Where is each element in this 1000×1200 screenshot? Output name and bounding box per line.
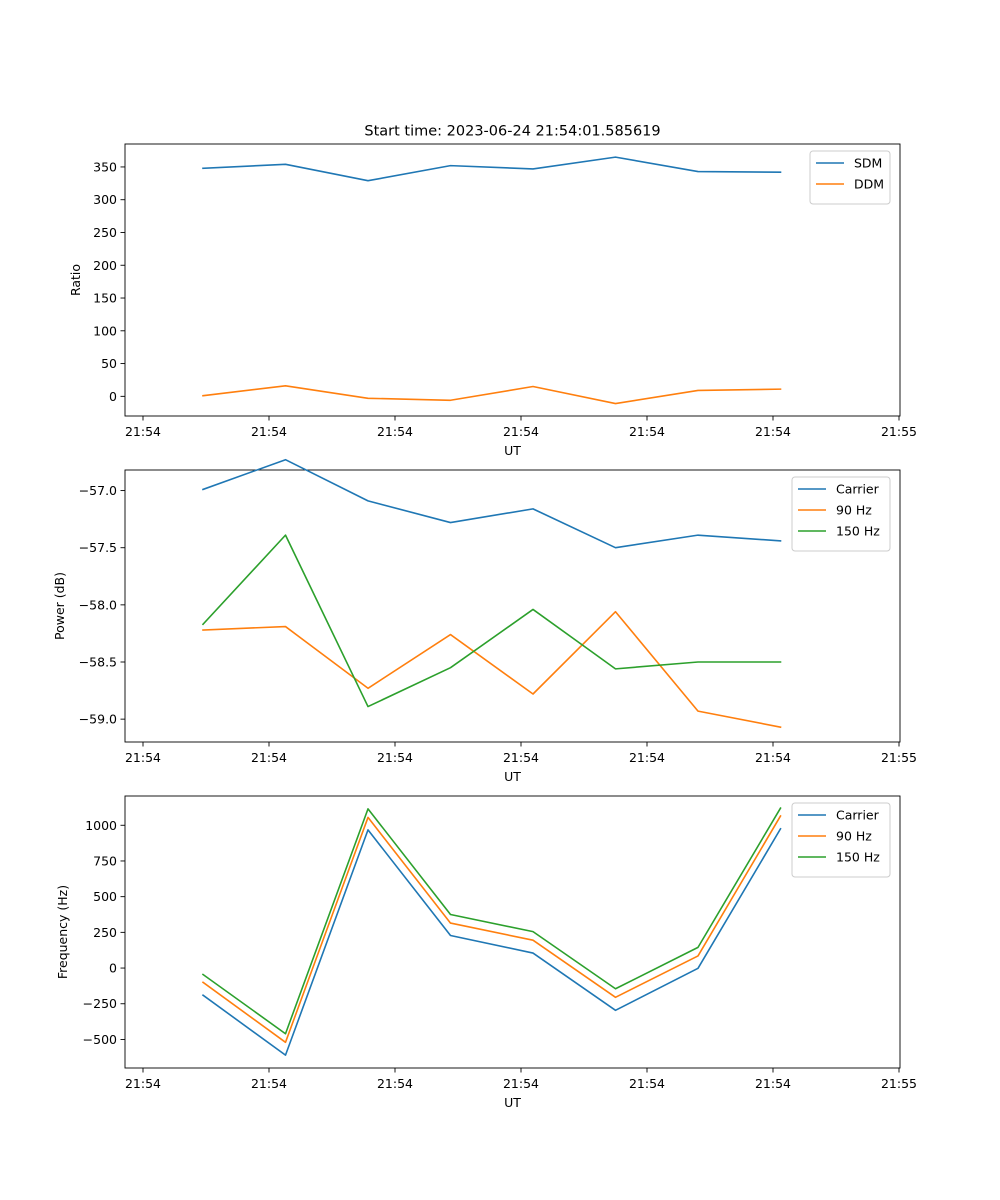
power-legend-label-150-hz: 150 Hz	[836, 524, 880, 539]
power-y-tick-label: −57.5	[79, 540, 117, 555]
figure-title: Start time: 2023-06-24 21:54:01.585619	[364, 124, 660, 140]
power-legend-label-90-hz: 90 Hz	[836, 503, 872, 518]
ratio-y-tick-label: 300	[93, 192, 117, 207]
frequency-legend	[791, 802, 891, 878]
power-legend	[791, 476, 891, 552]
ratio-y-tick-label: 150	[93, 291, 117, 306]
ratio-y-tick-label: 350	[93, 159, 117, 174]
frequency-plot-area	[124, 795, 901, 1069]
frequency-y-tick-label: 500	[93, 889, 117, 904]
frequency-y-tick-label: 0	[109, 961, 117, 976]
power-panel: 21:54 21:54 21:54 21:54 21:54 21:54 21:55 UT −57…	[52, 458, 917, 784]
ratio-plot-area	[124, 143, 901, 417]
frequency-x-tick-label: 21:54	[755, 1076, 791, 1091]
power-y-tick-label: −57.0	[79, 483, 117, 498]
power-x-axis-label: UT	[504, 769, 521, 784]
frequency-legend-label-150-hz: 150 Hz	[836, 850, 880, 865]
power-y-tick-label: −58.0	[79, 597, 117, 612]
power-x-tick-label: 21:54	[503, 750, 539, 765]
ratio-legend	[809, 150, 891, 205]
ratio-x-tick-label: 21:54	[125, 424, 161, 439]
ratio-y-axis-label: Ratio	[68, 264, 83, 296]
power-x-tick-label: 21:54	[377, 750, 413, 765]
ratio-x-axis-label: UT	[504, 443, 521, 458]
ratio-legend-label-sdm: SDM	[854, 156, 882, 171]
frequency-legend-label-carrier: Carrier	[836, 808, 880, 823]
ratio-y-tick-label: 0	[109, 389, 117, 404]
ratio-x-tick-label: 21:54	[629, 424, 665, 439]
frequency-x-tick-label: 21:54	[251, 1076, 287, 1091]
power-x-tick-label: 21:54	[251, 750, 287, 765]
frequency-x-tick-label: 21:54	[503, 1076, 539, 1091]
ratio-y-tick-label: 50	[101, 356, 117, 371]
frequency-y-tick-label: 250	[93, 925, 117, 940]
power-x-tick-label: 21:54	[629, 750, 665, 765]
frequency-x-tick-label: 21:55	[881, 1076, 917, 1091]
ratio-y-tick-label: 100	[93, 323, 117, 338]
frequency-y-tick-label: 1000	[85, 818, 117, 833]
power-plot-area	[124, 469, 901, 743]
ratio-series-ddm-line	[202, 385, 782, 405]
ratio-y-tick-label: 250	[93, 225, 117, 240]
frequency-y-tick-label: 750	[93, 853, 117, 868]
power-x-tick-label: 21:55	[881, 750, 917, 765]
ratio-x-tick-label: 21:54	[251, 424, 287, 439]
power-y-tick-label: −59.0	[79, 712, 117, 727]
frequency-x-axis-label: UT	[504, 1095, 521, 1110]
frequency-series-150-hz-line	[201, 807, 782, 1035]
frequency-x-tick-label: 21:54	[125, 1076, 161, 1091]
ratio-x-tick-label: 21:54	[377, 424, 413, 439]
ratio-series-sdm-line	[202, 156, 782, 182]
power-y-axis-label: Power (dB)	[52, 572, 67, 640]
power-legend-label-carrier: Carrier	[836, 482, 880, 497]
frequency-y-tick-label: −250	[83, 996, 117, 1011]
frequency-x-tick-label: 21:54	[629, 1076, 665, 1091]
power-series-carrier-line	[201, 458, 782, 549]
ratio-legend-label-ddm: DDM	[854, 177, 884, 192]
frequency-series-carrier-line	[201, 827, 782, 1056]
frequency-y-tick-label: −500	[83, 1032, 117, 1047]
frequency-y-axis-label: Frequency (Hz)	[55, 885, 70, 979]
power-y-tick-label: −58.5	[79, 655, 117, 670]
frequency-panel: 21:54 21:54 21:54 21:54 21:54 21:54 21:55 UT −50…	[55, 795, 917, 1110]
power-series-90-hz-line	[202, 610, 782, 729]
ratio-panel: 21:54 21:54 21:54 21:54 21:54 21:54 21:55 UT 0 50…	[68, 143, 917, 458]
ratio-x-tick-label: 21:55	[881, 424, 917, 439]
frequency-x-tick-label: 21:54	[377, 1076, 413, 1091]
frequency-legend-label-90-hz: 90 Hz	[836, 829, 872, 844]
ratio-x-tick-label: 21:54	[755, 424, 791, 439]
frequency-series-90-hz-line	[201, 814, 782, 1044]
power-x-tick-label: 21:54	[125, 750, 161, 765]
power-series-150-hz-line	[201, 534, 782, 708]
ratio-y-tick-label: 200	[93, 258, 117, 273]
power-x-tick-label: 21:54	[755, 750, 791, 765]
ratio-x-tick-label: 21:54	[503, 424, 539, 439]
